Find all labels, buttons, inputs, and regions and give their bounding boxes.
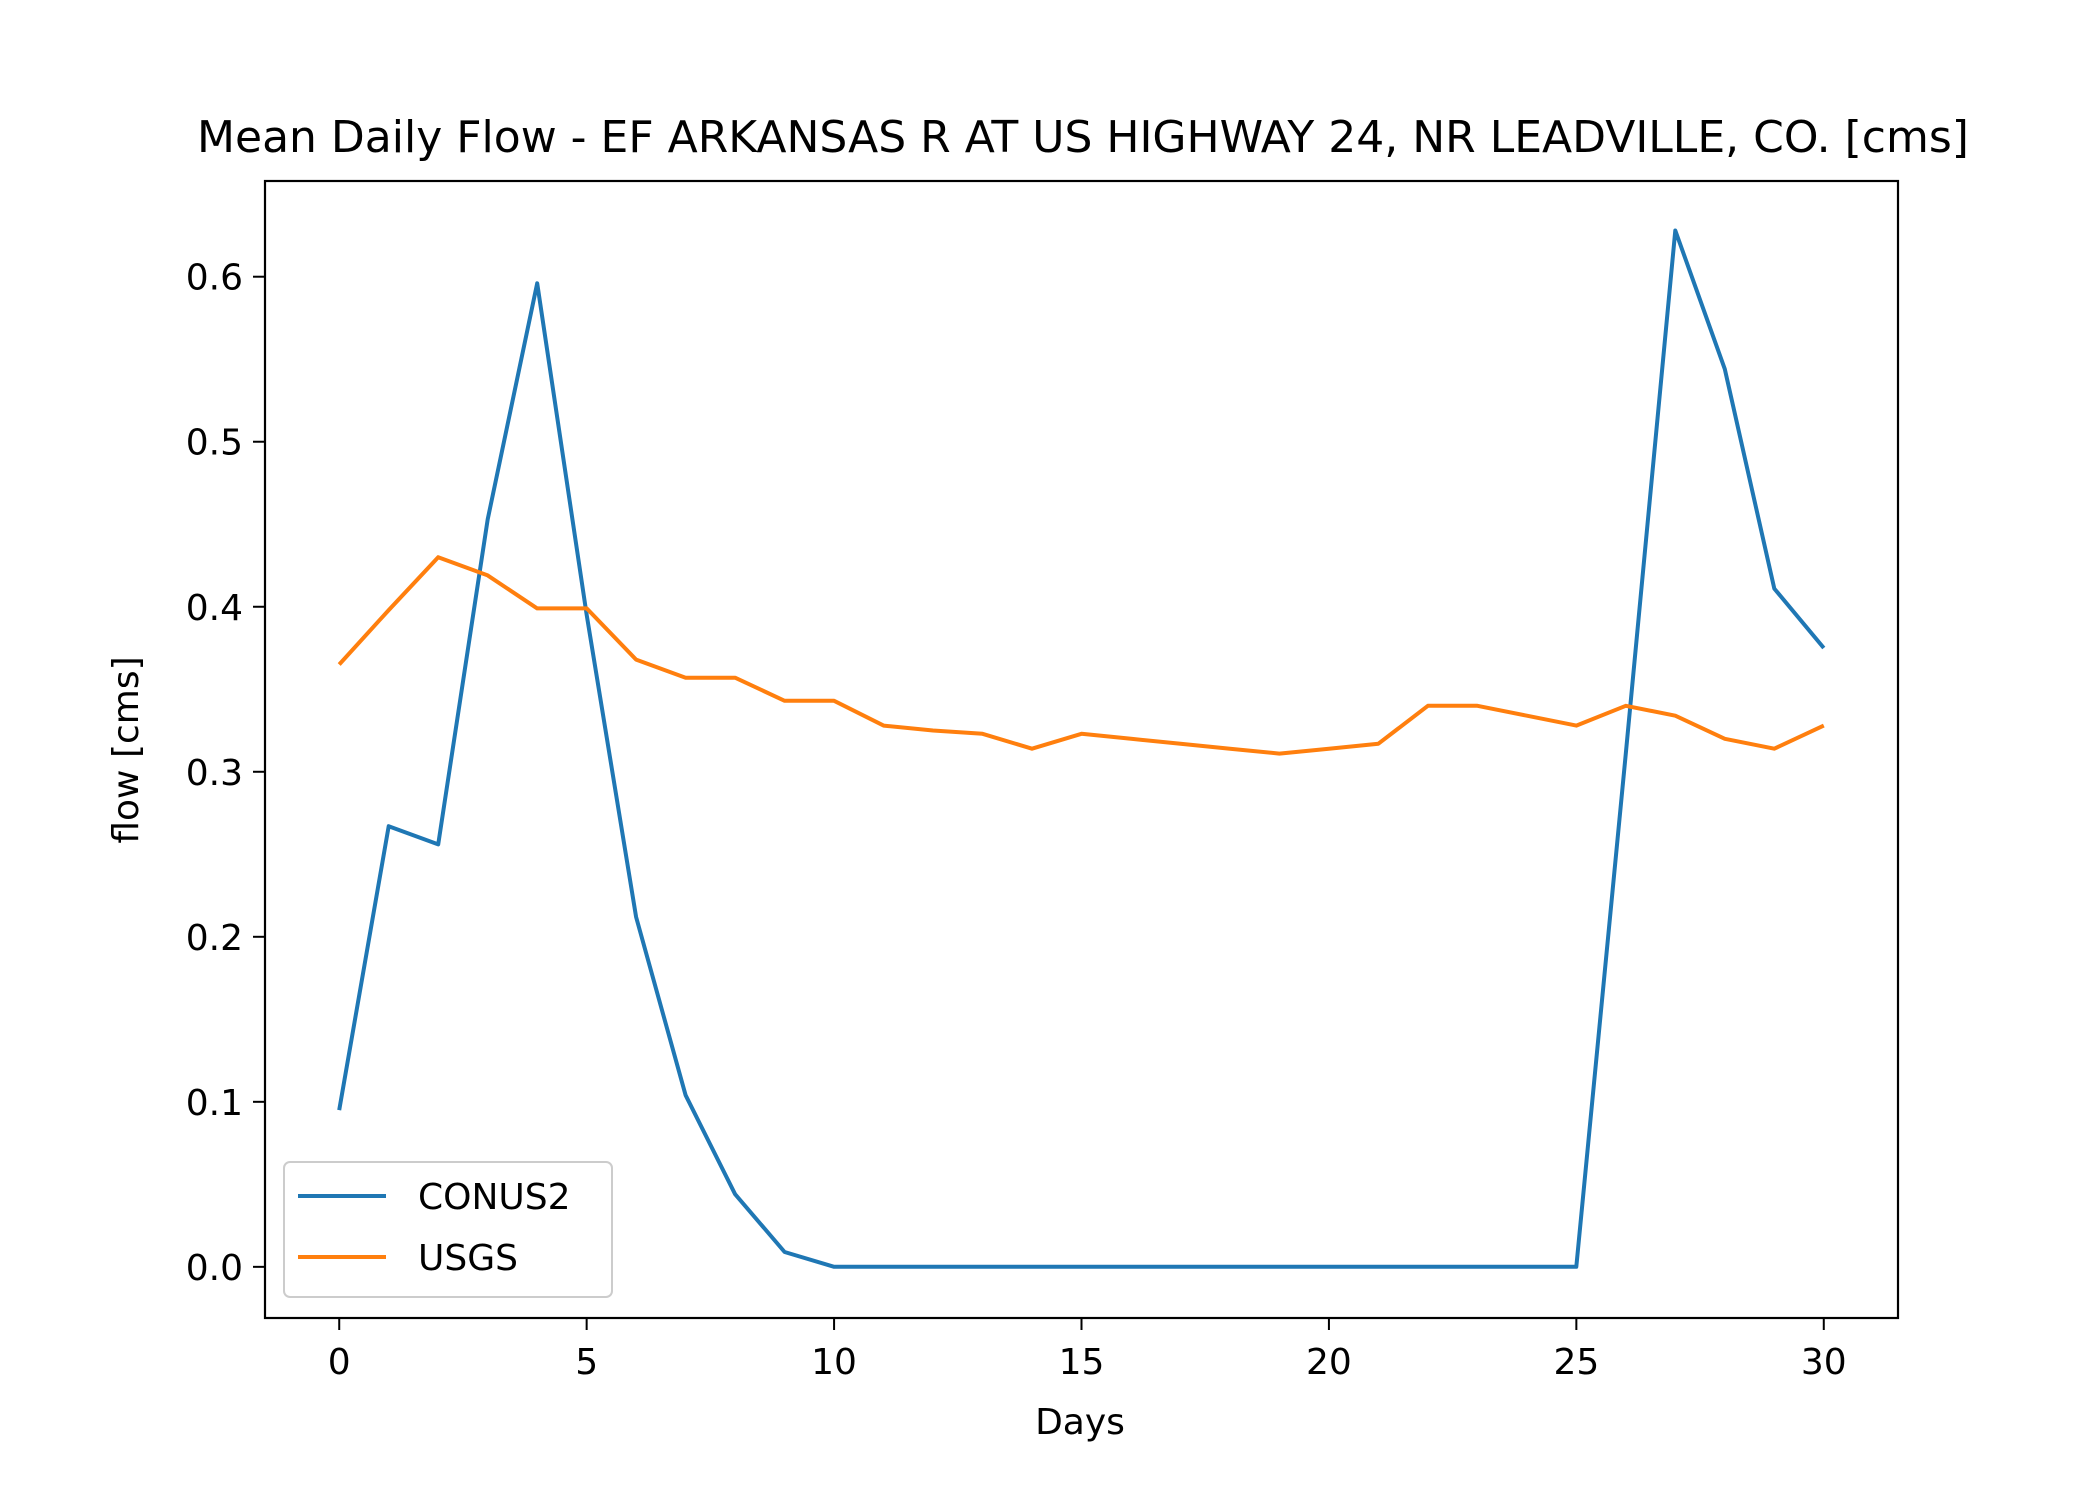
x-tick-label: 15 bbox=[1059, 1342, 1105, 1383]
x-axis-label: Days bbox=[1035, 1402, 1125, 1443]
y-tick-label: 0.0 bbox=[186, 1248, 243, 1289]
plot-frame bbox=[263, 179, 1900, 1320]
x-axis: 0 5 10 15 20 25 30 bbox=[328, 1318, 1847, 1383]
y-tick-label: 0.6 bbox=[186, 258, 243, 299]
legend-label-conus2: CONUS2 bbox=[418, 1177, 571, 1218]
legend-label-usgs: USGS bbox=[418, 1238, 518, 1279]
y-tick-label: 0.2 bbox=[186, 918, 243, 959]
x-tick-label: 10 bbox=[811, 1342, 857, 1383]
x-tick-label: 5 bbox=[575, 1342, 598, 1383]
y-tick-label: 0.1 bbox=[186, 1083, 243, 1124]
x-tick-label: 0 bbox=[328, 1342, 351, 1383]
plot-lines bbox=[337, 228, 1826, 1269]
y-axis: 0.0 0.1 0.2 0.3 0.4 0.5 0.6 bbox=[186, 258, 265, 1289]
y-tick-label: 0.3 bbox=[186, 753, 243, 794]
legend: CONUS2 USGS bbox=[283, 1161, 613, 1298]
chart-title: Mean Daily Flow - EF ARKANSAS R AT US HI… bbox=[197, 112, 1969, 163]
x-tick-label: 25 bbox=[1553, 1342, 1599, 1383]
y-tick-label: 0.5 bbox=[186, 423, 243, 464]
series-line-usgs bbox=[337, 555, 1825, 756]
series-line-conus2 bbox=[337, 228, 1826, 1269]
x-tick-label: 30 bbox=[1801, 1342, 1847, 1383]
y-tick-label: 0.4 bbox=[186, 588, 243, 629]
x-tick-label: 20 bbox=[1306, 1342, 1352, 1383]
y-axis-label: flow [cms] bbox=[106, 656, 147, 843]
